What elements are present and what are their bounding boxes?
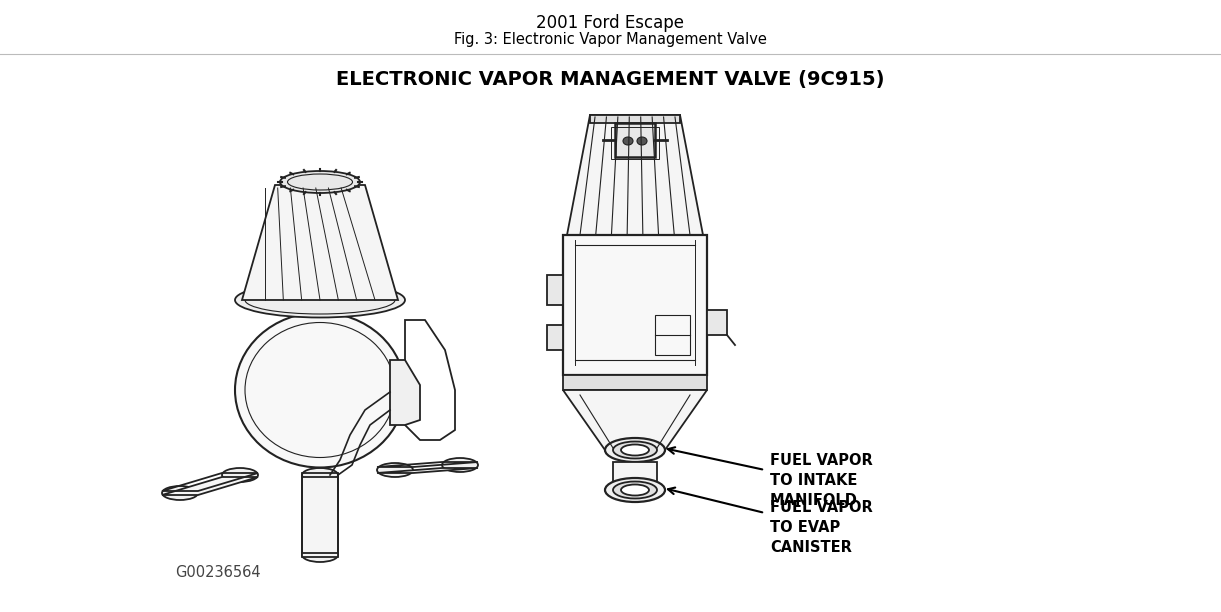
Ellipse shape: [302, 548, 338, 562]
Polygon shape: [590, 115, 680, 123]
Ellipse shape: [222, 468, 258, 482]
Polygon shape: [389, 360, 420, 425]
Ellipse shape: [637, 137, 647, 145]
Text: FUEL VAPOR
TO INTAKE
MANIFOLD: FUEL VAPOR TO INTAKE MANIFOLD: [770, 453, 873, 507]
Ellipse shape: [377, 463, 413, 477]
Polygon shape: [302, 477, 338, 557]
Ellipse shape: [234, 283, 405, 318]
Polygon shape: [242, 185, 398, 300]
Ellipse shape: [623, 137, 632, 145]
Ellipse shape: [604, 438, 665, 462]
Text: 2001 Ford Escape: 2001 Ford Escape: [536, 14, 684, 32]
Polygon shape: [547, 325, 563, 350]
Polygon shape: [707, 310, 726, 335]
Ellipse shape: [162, 486, 198, 500]
Polygon shape: [563, 390, 707, 450]
Ellipse shape: [613, 441, 657, 458]
Ellipse shape: [302, 468, 338, 482]
Ellipse shape: [621, 485, 650, 496]
Text: Fig. 3: Electronic Vapor Management Valve: Fig. 3: Electronic Vapor Management Valv…: [453, 32, 767, 47]
Ellipse shape: [613, 482, 657, 499]
Polygon shape: [162, 477, 258, 495]
Ellipse shape: [442, 458, 477, 472]
Text: ELECTRONIC VAPOR MANAGEMENT VALVE (9C915): ELECTRONIC VAPOR MANAGEMENT VALVE (9C915…: [336, 70, 884, 89]
Ellipse shape: [604, 478, 665, 502]
Text: G00236564: G00236564: [175, 565, 260, 580]
Ellipse shape: [234, 313, 405, 468]
Polygon shape: [547, 275, 563, 305]
Polygon shape: [563, 375, 707, 390]
Polygon shape: [563, 235, 707, 375]
Polygon shape: [377, 468, 477, 473]
Ellipse shape: [621, 444, 650, 455]
Polygon shape: [613, 462, 657, 490]
Text: FUEL VAPOR
TO EVAP
CANISTER: FUEL VAPOR TO EVAP CANISTER: [770, 500, 873, 554]
Ellipse shape: [280, 171, 360, 193]
Polygon shape: [567, 115, 703, 235]
Polygon shape: [615, 123, 654, 157]
